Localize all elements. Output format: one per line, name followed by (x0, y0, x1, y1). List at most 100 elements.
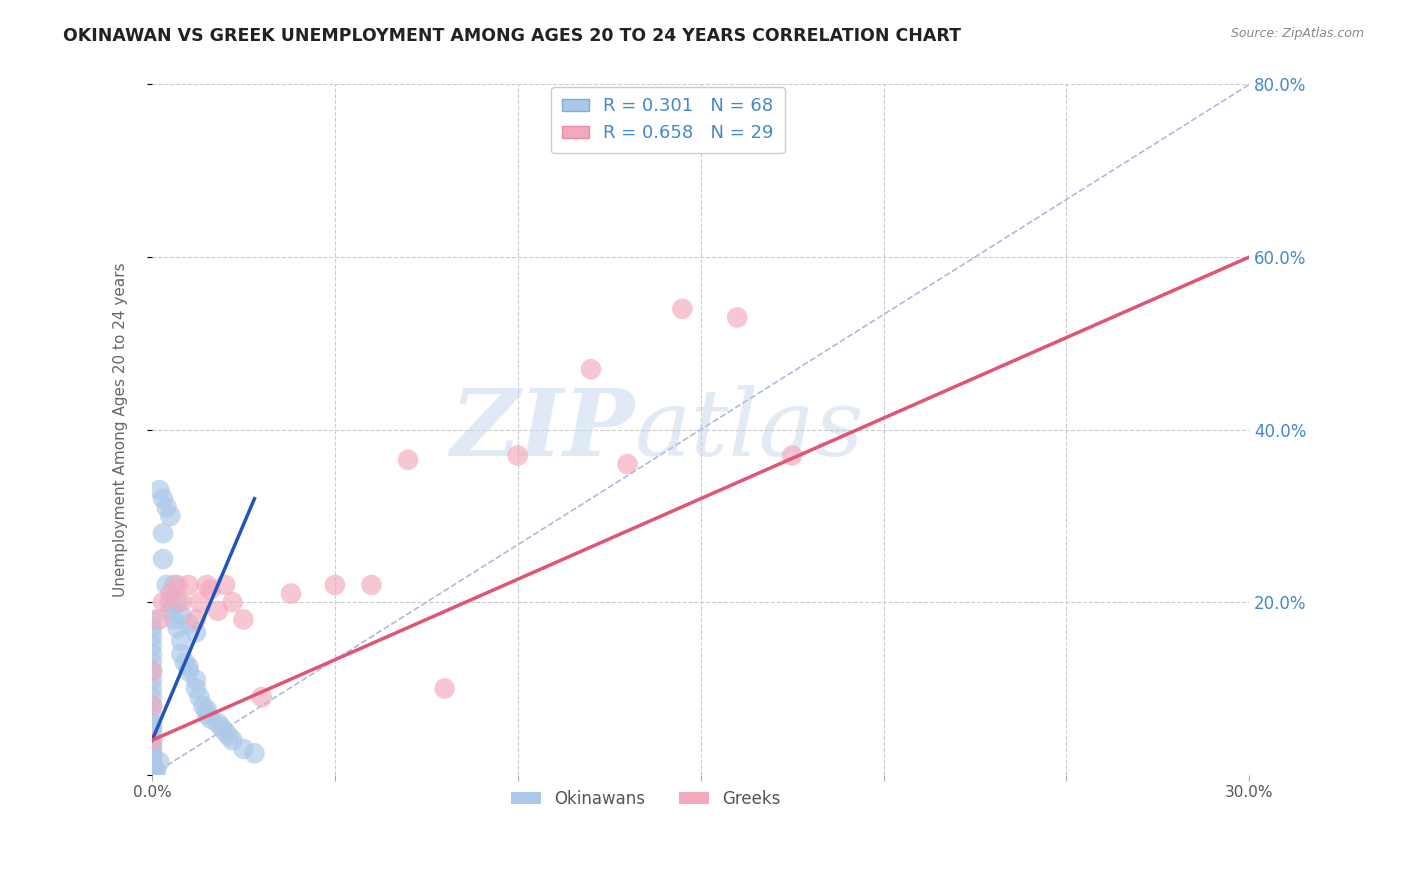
Point (579, 362, 602, 376)
Point (159, 508, 181, 523)
Point (184, 673, 207, 687)
Point (323, 578, 346, 592)
Point (141, 761, 163, 775)
Point (152, 552, 174, 566)
Point (188, 595, 211, 609)
Point (152, 526, 174, 541)
Point (141, 724, 163, 739)
Point (433, 681, 456, 696)
Point (243, 746, 266, 760)
Point (141, 621, 163, 635)
Point (141, 690, 163, 705)
Point (163, 578, 186, 592)
Point (221, 733, 243, 747)
Point (156, 578, 179, 592)
Point (195, 578, 218, 592)
Point (188, 690, 211, 705)
Point (141, 656, 163, 670)
Point (184, 625, 207, 640)
Point (184, 681, 207, 696)
Y-axis label: Unemployment Among Ages 20 to 24 years: Unemployment Among Ages 20 to 24 years (114, 262, 128, 597)
Point (207, 604, 229, 618)
Point (141, 612, 163, 626)
Point (200, 582, 222, 597)
Text: ZIP: ZIP (450, 384, 636, 475)
Point (148, 612, 170, 626)
Point (166, 595, 188, 609)
Point (725, 310, 748, 325)
Point (141, 698, 163, 713)
Point (195, 703, 218, 717)
Point (218, 729, 240, 743)
Point (145, 764, 167, 778)
Text: atlas: atlas (636, 384, 865, 475)
Point (170, 634, 193, 648)
Point (166, 621, 188, 635)
Point (148, 755, 170, 769)
Point (170, 647, 193, 661)
Point (159, 586, 181, 600)
Point (250, 690, 273, 705)
Point (141, 750, 163, 764)
Point (141, 665, 163, 679)
Point (141, 698, 163, 713)
Point (177, 660, 200, 674)
Point (141, 630, 163, 644)
Point (177, 616, 200, 631)
Point (141, 766, 163, 780)
Point (141, 757, 163, 772)
Point (141, 764, 163, 779)
Text: Source: ZipAtlas.com: Source: ZipAtlas.com (1230, 27, 1364, 40)
Point (616, 457, 638, 471)
Point (141, 733, 163, 747)
Point (141, 716, 163, 731)
Point (159, 595, 181, 609)
Point (214, 724, 236, 739)
Point (141, 639, 163, 653)
Point (141, 681, 163, 696)
Point (184, 612, 207, 626)
Point (174, 656, 197, 670)
Point (141, 768, 163, 782)
Legend: Okinawans, Greeks: Okinawans, Greeks (505, 783, 787, 814)
Point (170, 608, 193, 623)
Point (207, 716, 229, 731)
Point (221, 595, 243, 609)
Point (232, 612, 254, 626)
Point (211, 720, 233, 734)
Point (177, 665, 200, 679)
Point (141, 767, 163, 781)
Point (280, 586, 302, 600)
Point (193, 698, 215, 713)
Point (780, 449, 803, 463)
Point (148, 483, 170, 497)
Point (152, 595, 174, 609)
Point (159, 604, 181, 618)
Point (141, 746, 163, 760)
Point (141, 665, 163, 679)
Point (141, 765, 163, 780)
Point (141, 707, 163, 722)
Point (141, 742, 163, 756)
Point (145, 764, 167, 778)
Point (141, 755, 163, 769)
Point (177, 578, 200, 592)
Point (360, 578, 382, 592)
Point (141, 673, 163, 687)
Point (141, 738, 163, 752)
Point (166, 578, 188, 592)
Point (671, 301, 693, 316)
Point (232, 742, 254, 756)
Point (152, 491, 174, 506)
Point (506, 449, 529, 463)
Point (141, 647, 163, 661)
Point (396, 453, 419, 467)
Point (141, 764, 163, 778)
Text: OKINAWAN VS GREEK UNEMPLOYMENT AMONG AGES 20 TO 24 YEARS CORRELATION CHART: OKINAWAN VS GREEK UNEMPLOYMENT AMONG AGE… (63, 27, 962, 45)
Point (141, 720, 163, 734)
Point (195, 707, 218, 722)
Point (170, 595, 193, 609)
Point (200, 712, 222, 726)
Point (141, 733, 163, 747)
Point (141, 759, 163, 773)
